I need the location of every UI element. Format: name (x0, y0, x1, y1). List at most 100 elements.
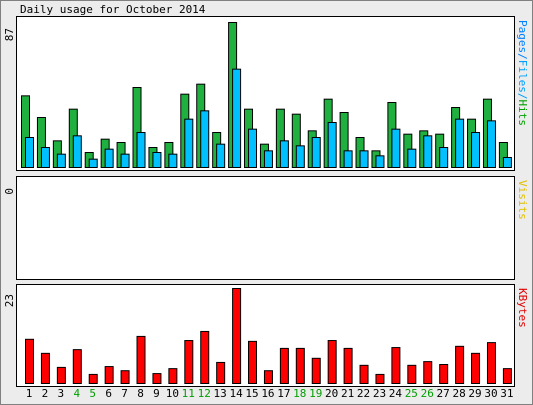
x-tick-label: 9 (153, 387, 160, 400)
series-label-part: Visits (516, 180, 529, 220)
bar (168, 153, 178, 169)
x-tick-label: 29 (468, 387, 481, 400)
bar (359, 150, 369, 168)
bar (232, 288, 242, 384)
bar (88, 158, 98, 169)
bar (311, 357, 321, 385)
x-tick-label: 17 (277, 387, 290, 400)
x-tick-label: 3 (58, 387, 65, 400)
x-tick-label: 30 (484, 387, 497, 400)
bar (439, 147, 449, 168)
bar (200, 110, 210, 169)
bar (72, 349, 82, 384)
bar (502, 368, 512, 384)
x-tick-label: 23 (373, 387, 386, 400)
series-label-part: Hits (516, 100, 529, 127)
bar (279, 140, 289, 168)
bar (263, 370, 273, 384)
x-tick-label: 25 (405, 387, 418, 400)
bar (152, 152, 162, 168)
x-tick-label: 22 (357, 387, 370, 400)
x-tick-label: 10 (166, 387, 179, 400)
x-tick-label: 26 (421, 387, 434, 400)
x-tick-label: 12 (198, 387, 211, 400)
bar (40, 352, 50, 385)
x-tick-label: 7 (121, 387, 128, 400)
bar (423, 135, 433, 168)
x-tick-label: 21 (341, 387, 354, 400)
series-label: Pages/Files/Hits (516, 20, 529, 126)
bar (455, 345, 465, 384)
bar (216, 143, 226, 169)
bar (295, 347, 305, 384)
chart-title: Daily usage for October 2014 (20, 3, 206, 16)
x-tick-label: 31 (500, 387, 513, 400)
x-tick-label: 20 (325, 387, 338, 400)
bar (439, 364, 449, 384)
bar (56, 366, 66, 384)
bar (88, 373, 98, 385)
y-tick-label: 23 (3, 294, 16, 307)
bar (279, 347, 289, 384)
bar (248, 128, 258, 169)
bar (72, 135, 82, 168)
panel (16, 176, 515, 280)
bar (327, 122, 337, 168)
bar (311, 137, 321, 168)
bar (104, 148, 114, 169)
bar (359, 364, 369, 384)
bar (168, 368, 178, 384)
series-label: KBytes (516, 288, 529, 328)
bar (295, 145, 305, 168)
series-label-part: KBytes (516, 288, 529, 328)
x-tick-label: 11 (182, 387, 195, 400)
bar (56, 153, 66, 169)
bar (423, 361, 433, 385)
bar (136, 132, 146, 168)
bar (25, 137, 34, 168)
x-tick-label: 14 (229, 387, 243, 400)
series-label-part: Files (516, 60, 529, 93)
x-tick-label: 19 (309, 387, 322, 400)
bar (471, 352, 481, 385)
bar (486, 120, 496, 169)
bar (263, 150, 273, 168)
bar (391, 128, 401, 169)
bar (486, 342, 496, 385)
bar (40, 147, 50, 168)
x-tick-label: 16 (261, 387, 274, 400)
series-label-part: / (516, 93, 529, 100)
x-tick-label: 15 (245, 387, 258, 400)
x-tick-label: 8 (137, 387, 144, 400)
bar (184, 340, 194, 385)
bar (343, 150, 353, 168)
bar (152, 373, 162, 384)
series-label: Visits (516, 180, 529, 220)
x-tick-label: 24 (389, 387, 403, 400)
bar (502, 157, 512, 168)
series-label-part: Pages (516, 20, 529, 53)
bar (232, 68, 242, 168)
bar (407, 364, 417, 384)
x-tick-label: 18 (293, 387, 306, 400)
bar (407, 148, 417, 169)
x-tick-label: 2 (42, 387, 49, 400)
bar (216, 361, 226, 385)
bar (327, 340, 337, 385)
bar (184, 118, 194, 168)
x-tick-label: 1 (26, 387, 33, 400)
x-tick-label: 27 (437, 387, 450, 400)
bar (136, 335, 146, 385)
x-tick-label: 4 (73, 387, 80, 400)
x-tick-label: 13 (214, 387, 227, 400)
bar (471, 132, 481, 168)
x-tick-label: 28 (452, 387, 465, 400)
bar (343, 347, 353, 384)
bar (200, 330, 210, 384)
bar (375, 373, 385, 385)
bar (375, 155, 385, 168)
y-tick-label: 0 (3, 188, 16, 195)
bar (391, 347, 401, 384)
series-label-part: / (516, 53, 529, 60)
